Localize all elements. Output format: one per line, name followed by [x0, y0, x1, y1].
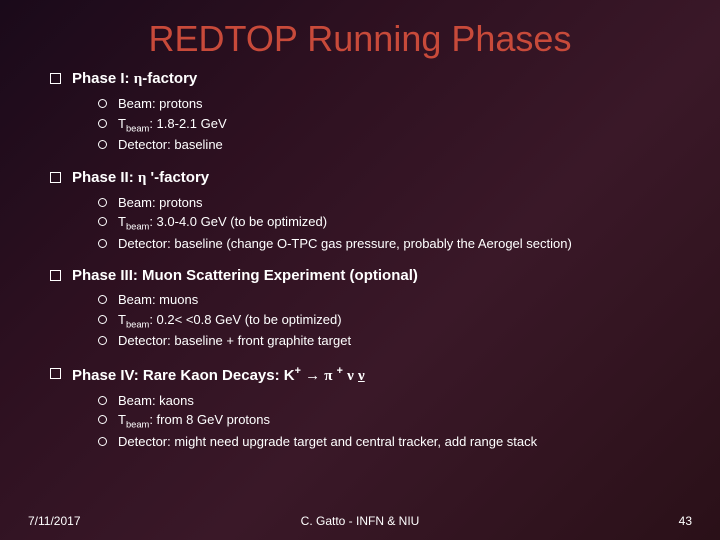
footer-page-number: 43	[679, 514, 692, 528]
list-item: Detector: baseline + front graphite targ…	[98, 331, 670, 351]
phase-4-list: Beam: kaons Tbeam: from 8 GeV protons De…	[50, 391, 670, 452]
slide-title: REDTOP Running Phases	[0, 0, 720, 70]
phase-3-list: Beam: muons Tbeam: 0.2< <0.8 GeV (to be …	[50, 290, 670, 351]
phase-1: Phase I: η-factory Beam: protons Tbeam: …	[50, 70, 670, 155]
phase-3: Phase III: Muon Scattering Experiment (o…	[50, 267, 670, 351]
list-item: Beam: protons	[98, 94, 670, 114]
phase-3-heading: Phase III: Muon Scattering Experiment (o…	[50, 267, 670, 284]
list-item: Beam: kaons	[98, 391, 670, 411]
list-item: Beam: protons	[98, 193, 670, 213]
phase-4-heading: Phase IV: Rare Kaon Decays: K+ → π + ν ν	[50, 365, 670, 385]
list-item: Beam: muons	[98, 290, 670, 310]
list-item: Tbeam: 0.2< <0.8 GeV (to be optimized)	[98, 310, 670, 332]
slide-footer: 7/11/2017 C. Gatto - INFN & NIU 43	[0, 514, 720, 528]
footer-author: C. Gatto - INFN & NIU	[301, 514, 420, 528]
list-item: Detector: baseline (change O-TPC gas pre…	[98, 234, 670, 254]
list-item: Tbeam: from 8 GeV protons	[98, 410, 670, 432]
phase-2-list: Beam: protons Tbeam: 3.0-4.0 GeV (to be …	[50, 193, 670, 254]
phase-4: Phase IV: Rare Kaon Decays: K+ → π + ν ν…	[50, 365, 670, 452]
list-item: Tbeam: 3.0-4.0 GeV (to be optimized)	[98, 212, 670, 234]
phase-1-list: Beam: protons Tbeam: 1.8-2.1 GeV Detecto…	[50, 94, 670, 155]
list-item: Detector: baseline	[98, 135, 670, 155]
slide-content: Phase I: η-factory Beam: protons Tbeam: …	[0, 70, 720, 452]
footer-date: 7/11/2017	[28, 514, 81, 528]
phase-2-heading: Phase II: η '-factory	[50, 169, 670, 187]
list-item: Tbeam: 1.8-2.1 GeV	[98, 114, 670, 136]
list-item: Detector: might need upgrade target and …	[98, 432, 670, 452]
phase-2: Phase II: η '-factory Beam: protons Tbea…	[50, 169, 670, 254]
phase-1-heading: Phase I: η-factory	[50, 70, 670, 88]
